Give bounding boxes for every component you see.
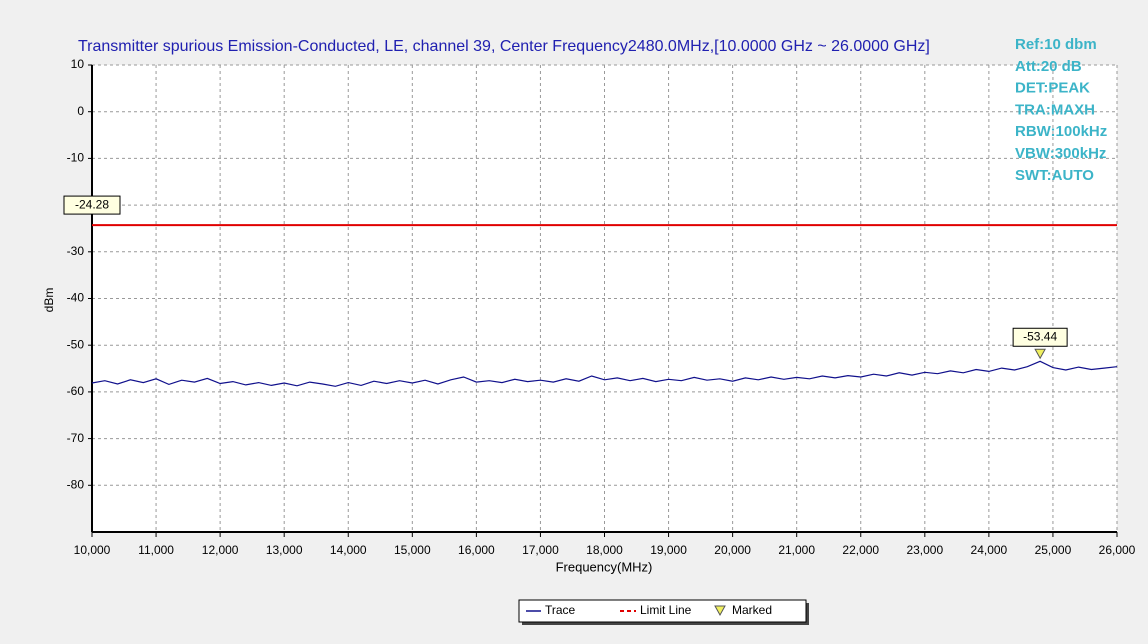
x-tick-label: 19,000 (650, 543, 687, 557)
y-tick-label: -80 (67, 477, 85, 491)
x-tick-label: 16,000 (458, 543, 495, 557)
x-tick-label: 22,000 (842, 543, 879, 557)
y-tick-label: -10 (67, 151, 85, 165)
x-tick-label: 12,000 (202, 543, 239, 557)
annotation: DET:PEAK (1015, 80, 1090, 97)
y-tick-label: 0 (77, 104, 84, 118)
x-tick-label: 18,000 (586, 543, 623, 557)
chart-title: Transmitter spurious Emission-Conducted,… (78, 38, 930, 55)
annotation: Att:20 dB (1015, 58, 1082, 75)
annotation: RBW:100kHz (1015, 123, 1107, 140)
marker (1034, 348, 1046, 360)
trace-line (91, 360, 1118, 387)
x-tick-label: 25,000 (1035, 543, 1072, 557)
x-tick-label: 13,000 (266, 543, 303, 557)
x-tick-label: 15,000 (394, 543, 431, 557)
y-tick-label: -60 (67, 384, 85, 398)
legend-label: Limit Line (640, 603, 692, 617)
marker-label: -53.44 (1023, 329, 1057, 343)
y-axis-label: dBm (42, 288, 56, 313)
legend-label: Marked (732, 603, 772, 617)
x-tick-label: 23,000 (906, 543, 943, 557)
y-tick-label: -50 (67, 337, 85, 351)
annotation: TRA:MAXH (1015, 101, 1095, 118)
y-tick-label: -30 (67, 244, 85, 258)
y-tick-label: 10 (71, 57, 85, 71)
x-tick-label: 14,000 (330, 543, 367, 557)
legend-label: Trace (545, 603, 576, 617)
limit-label: -24.28 (75, 197, 109, 211)
x-axis-label: Frequency(MHz) (556, 559, 653, 574)
x-tick-label: 17,000 (522, 543, 559, 557)
annotation: VBW:300kHz (1015, 145, 1106, 162)
limit-label-box (63, 195, 121, 215)
x-tick-label: 11,000 (138, 543, 174, 557)
y-tick-label: -40 (67, 291, 85, 305)
y-tick-label: -70 (67, 431, 85, 445)
legend-box (518, 599, 807, 623)
x-tick-label: 24,000 (971, 543, 1008, 557)
marker-label-box (1012, 327, 1068, 347)
annotation: SWT:AUTO (1015, 167, 1094, 184)
x-tick-label: 26,000 (1099, 543, 1136, 557)
x-tick-label: 10,000 (74, 543, 111, 557)
x-tick-label: 20,000 (714, 543, 751, 557)
x-tick-label: 21,000 (778, 543, 815, 557)
annotation: Ref:10 dbm (1015, 36, 1097, 53)
legend-swatch (714, 605, 726, 617)
